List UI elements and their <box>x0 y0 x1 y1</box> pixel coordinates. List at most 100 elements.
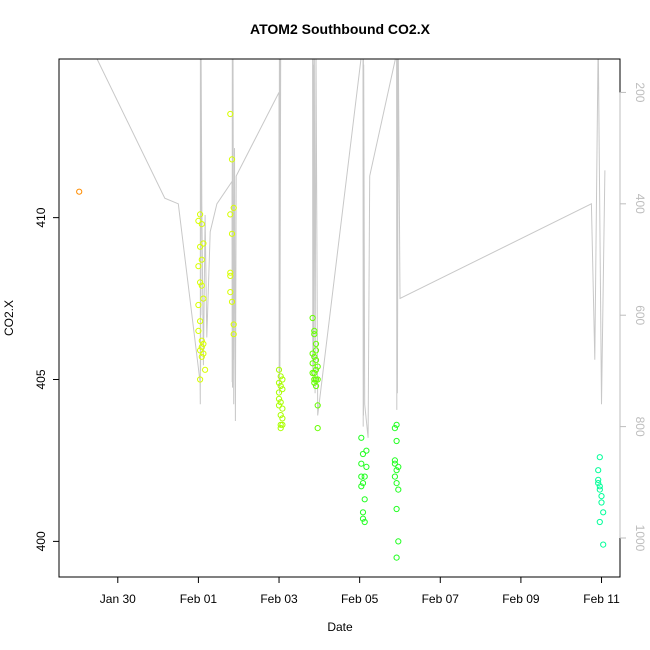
data-point <box>361 473 368 480</box>
x-tick-label: Jan 30 <box>100 592 136 606</box>
x-tick-label: Feb 03 <box>260 592 298 606</box>
data-point <box>314 402 321 409</box>
data-point <box>600 509 607 516</box>
data-point <box>227 211 234 218</box>
data-point <box>312 347 320 354</box>
y-tick-label: 410 <box>34 207 48 227</box>
secondary-series-line <box>59 59 606 438</box>
data-point <box>227 269 234 276</box>
data-point <box>309 350 316 357</box>
data-point <box>361 518 368 526</box>
data-point <box>228 230 236 237</box>
data-point <box>312 340 320 347</box>
data-point <box>198 344 205 351</box>
data-point <box>275 402 283 409</box>
data-point <box>314 376 321 383</box>
data-point <box>600 541 607 548</box>
data-point <box>393 505 400 513</box>
data-point <box>391 457 398 464</box>
data-point <box>230 321 237 328</box>
data-point <box>595 467 602 474</box>
data-point <box>197 318 204 325</box>
x-axis-label: Date <box>327 620 353 634</box>
data-point <box>314 363 321 370</box>
data-point <box>197 347 204 354</box>
data-point <box>277 399 284 406</box>
data-point <box>198 256 205 263</box>
x-tick-label: Feb 09 <box>502 592 540 606</box>
data-point <box>596 454 603 461</box>
data-point <box>598 499 605 506</box>
data-point <box>227 110 234 118</box>
data-point <box>393 437 400 445</box>
plot-region: Jan 30 Feb 01 Feb 03 Feb 05 Feb 07 Feb 09 Feb … <box>34 58 647 606</box>
data-point <box>198 221 205 228</box>
secondary-y-tick-label: 1000 <box>633 525 647 552</box>
data-point <box>358 473 365 480</box>
data-point <box>195 301 202 309</box>
data-point <box>230 204 237 211</box>
data-point <box>598 493 605 500</box>
data-point <box>596 486 603 493</box>
data-point <box>309 360 316 367</box>
data-point <box>309 314 316 322</box>
data-point <box>228 156 236 163</box>
x-tick-label: Feb 05 <box>341 592 379 606</box>
data-point <box>195 217 202 224</box>
data-point <box>195 263 202 270</box>
data-point <box>312 357 320 364</box>
data-point <box>277 373 284 380</box>
data-point <box>200 350 207 357</box>
x-tick-label: Feb 07 <box>422 592 460 606</box>
data-point <box>393 554 400 561</box>
data-point <box>393 467 400 474</box>
data-point <box>359 450 367 458</box>
data-point <box>391 460 398 467</box>
plot-frame <box>58 58 621 578</box>
data-point <box>202 366 209 373</box>
data-point <box>311 369 318 377</box>
data-point <box>228 298 236 305</box>
data-point <box>275 366 283 373</box>
data-point <box>277 421 284 428</box>
data-point <box>393 421 400 428</box>
x-tick-label: Feb 11 <box>583 592 620 606</box>
data-point <box>198 337 205 344</box>
data-point <box>311 353 318 360</box>
data-point <box>198 282 205 289</box>
data-point <box>358 434 365 441</box>
data-point <box>363 447 370 454</box>
secondary-y-tick-label: 400 <box>633 194 647 214</box>
data-point <box>198 353 205 360</box>
data-point <box>361 496 368 503</box>
data-point <box>277 412 284 419</box>
data-point <box>595 480 602 487</box>
data-point <box>395 538 402 545</box>
x-tick-label: Feb 01 <box>180 592 218 606</box>
data-point <box>359 515 367 522</box>
data-point <box>279 415 286 422</box>
secondary-y-tick-label: 200 <box>633 82 647 102</box>
data-point <box>279 405 286 412</box>
data-point <box>197 243 204 250</box>
data-point <box>311 327 318 334</box>
data-point <box>197 279 204 286</box>
data-point <box>200 240 207 247</box>
data-point <box>76 188 83 195</box>
data-point <box>230 331 237 338</box>
data-point <box>395 486 402 493</box>
data-point <box>275 395 283 402</box>
data-point <box>314 425 321 432</box>
secondary-y-tick-label: 600 <box>633 305 647 325</box>
data-point <box>227 272 234 279</box>
y-tick-label: 400 <box>34 531 48 551</box>
data-point <box>358 483 365 490</box>
data-point <box>277 425 284 432</box>
data-point <box>277 382 284 390</box>
data-point <box>200 295 207 302</box>
data-point <box>312 382 320 390</box>
data-point <box>275 379 283 386</box>
data-point <box>197 211 204 218</box>
y-axis-label: CO2.X <box>2 300 16 336</box>
